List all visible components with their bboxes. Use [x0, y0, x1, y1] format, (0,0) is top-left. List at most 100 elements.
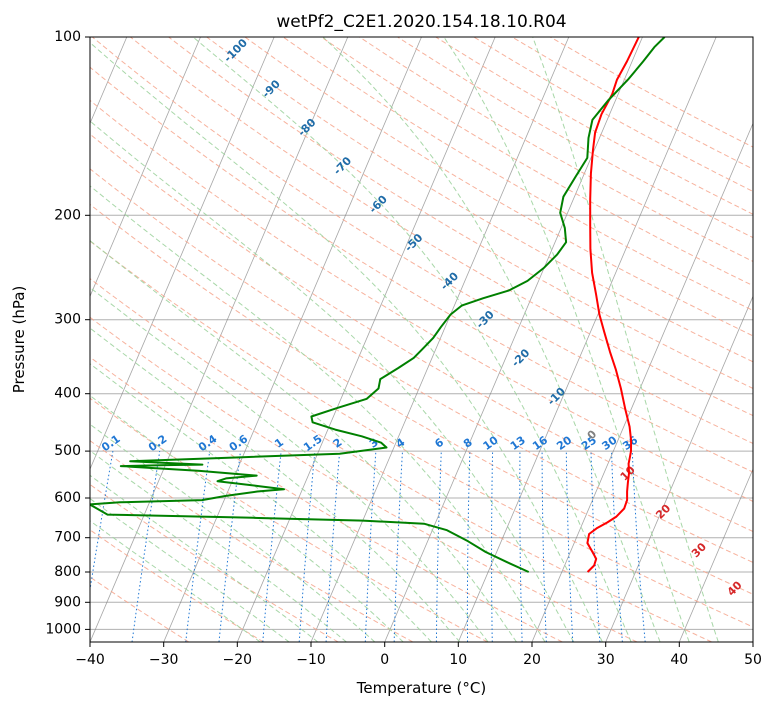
- moist-adiabat-line: [281, 37, 661, 642]
- x-axis: −40 −30 −20 −10 0 10 20 30 40 50: [75, 642, 762, 668]
- moist-adiabat-line: [90, 41, 603, 642]
- x-axis-title: Temperature (°C): [356, 679, 486, 697]
- x-tick-label: −40: [75, 652, 105, 668]
- chart-title: wetPf2_C2E1.2020.154.18.10.R04: [276, 12, 566, 32]
- reference-line-labels: 0.1 0.2 0.4 0.6 1 1.5 2 3 4 6 8 10 13 16 20 25 30 36-100-…: [99, 36, 745, 599]
- dry-adiabat-line: [549, 37, 753, 148]
- isotherm-line: [678, 468, 753, 642]
- x-tick-label: 20: [523, 652, 541, 668]
- mixing-ratio-label: 6: [432, 436, 446, 451]
- x-tick-label: 10: [449, 652, 467, 668]
- isotherm-line: [531, 122, 753, 642]
- dry-adiabat-line: [90, 278, 712, 642]
- dry-adiabat-label: 40: [725, 578, 745, 598]
- dry-adiabat-line: [90, 66, 753, 473]
- mixing-ratio-line: [631, 451, 646, 642]
- mixing-ratio-line: [262, 451, 282, 642]
- isotherm-line: [90, 37, 275, 471]
- x-tick-label: 50: [744, 652, 762, 668]
- y-tick-label: 300: [54, 312, 81, 328]
- dry-adiabat-label: -100: [221, 36, 250, 65]
- isotherm-gridlines: [90, 37, 753, 642]
- moist-adiabats: [90, 37, 719, 642]
- dry-adiabat-label: -60: [367, 192, 390, 215]
- dry-adiabat-line: [282, 37, 753, 312]
- mixing-ratio-line: [491, 451, 494, 642]
- dry-adiabat-line: [90, 203, 753, 595]
- mixing-ratio-line: [90, 451, 114, 593]
- isobar-gridlines: [90, 37, 753, 630]
- y-tick-label: 700: [54, 530, 81, 546]
- moist-adiabat-line: [90, 423, 376, 642]
- mixing-ratio-label: 4: [394, 436, 408, 451]
- mixing-ratio-line: [565, 451, 574, 642]
- moist-adiabat-line: [90, 240, 517, 642]
- moist-adiabat-line: [90, 327, 461, 642]
- dewpoint-profile: [90, 37, 666, 573]
- mixing-ratio-label: 16: [530, 433, 550, 453]
- dry-adiabat-line: [90, 440, 414, 642]
- dry-adiabat-line: [90, 168, 753, 563]
- moist-adiabat-line: [510, 37, 719, 642]
- dry-adiabat-line: [90, 529, 264, 642]
- dry-adiabat-line: [244, 37, 753, 337]
- moist-adiabat-line: [90, 497, 290, 642]
- moist-adiabat-line: [90, 286, 489, 642]
- moist-adiabat-line: [149, 37, 632, 642]
- isotherm-line: [163, 37, 422, 642]
- moist-adiabat-line: [413, 37, 690, 642]
- dry-adiabat-label: -70: [331, 154, 354, 177]
- temperature-profile: [586, 37, 640, 573]
- dry-adiabat-label: 20: [653, 501, 673, 521]
- x-tick-label: 40: [670, 652, 688, 668]
- dry-adiabat-label: -10: [545, 385, 568, 408]
- y-axis: 100 200 300 400 500 600 700 800 900 1000: [45, 29, 90, 637]
- dry-adiabat-label: 30: [689, 540, 709, 560]
- dry-adiabat-label: -30: [474, 308, 497, 331]
- isotherm-line: [90, 37, 201, 298]
- mixing-ratio-line: [131, 451, 161, 642]
- y-tick-label: 800: [54, 564, 81, 580]
- y-tick-label: 100: [54, 29, 81, 45]
- dry-adiabat-line: [90, 483, 339, 642]
- dry-adiabat-label: -90: [260, 77, 283, 100]
- y-tick-label: 900: [54, 594, 81, 610]
- y-tick-label: 200: [54, 207, 81, 223]
- moist-adiabat-line: [90, 394, 404, 642]
- x-tick-label: 0: [380, 652, 389, 668]
- dry-adiabat-line: [359, 37, 753, 263]
- mixing-ratio-label: 13: [508, 434, 528, 453]
- moist-adiabat-line: [90, 120, 575, 642]
- y-tick-label: 400: [54, 386, 81, 402]
- mixing-ratio-line: [590, 451, 601, 642]
- dry-adiabat-line: [90, 397, 488, 642]
- dry-adiabats: [90, 37, 753, 642]
- mixing-ratio-label: 30: [599, 433, 619, 453]
- y-tick-label: 500: [54, 443, 81, 459]
- mixing-ratio-line: [185, 451, 211, 642]
- mixing-ratio-label: 1: [272, 436, 286, 451]
- moist-adiabat-line: [90, 450, 347, 642]
- isotherm-line: [384, 37, 643, 642]
- dry-adiabat-line: [90, 99, 753, 502]
- isotherm-line: [236, 37, 496, 642]
- dry-adiabat-line: [90, 576, 190, 642]
- mixing-ratio-label: 10: [481, 433, 501, 453]
- moist-adiabat-line: [90, 520, 261, 642]
- y-axis-title: Pressure (hPa): [10, 286, 28, 394]
- moist-adiabat-line: [90, 185, 546, 642]
- dry-adiabat-line: [90, 316, 638, 642]
- isotherm-line: [605, 295, 753, 642]
- mixing-ratio-label: 20: [554, 433, 574, 453]
- dry-adiabat-line: [90, 133, 753, 533]
- x-tick-label: −10: [296, 652, 326, 668]
- dry-adiabat-line: [511, 37, 753, 170]
- mixing-ratio-line: [298, 451, 316, 642]
- dry-adiabat-label: -80: [295, 116, 318, 139]
- plot-frame: [89, 36, 754, 643]
- mixing-ratio-line: [611, 451, 623, 642]
- mixing-ratio-line: [435, 451, 442, 642]
- mixing-ratio-line: [364, 451, 377, 642]
- isotherm-line: [457, 37, 717, 642]
